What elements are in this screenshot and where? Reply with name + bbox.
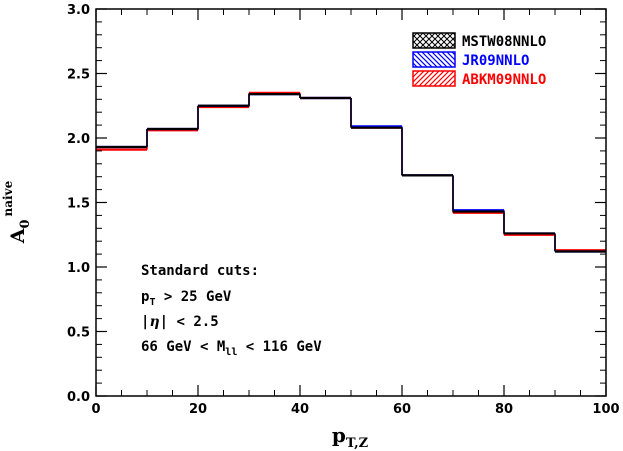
- legend-item-abkm09nnlo: ABKM09NNLO: [412, 70, 546, 88]
- y-axis-title-sub: 0: [18, 219, 33, 228]
- legend-label: MSTW08NNLO: [462, 34, 546, 50]
- series-layer: [96, 91, 606, 253]
- legend-label: JR09NNLO: [462, 53, 529, 69]
- y-tick-label: 3.0: [67, 3, 90, 18]
- legend: MSTW08NNLO JR09NNLO ABKM09NNLO: [412, 32, 546, 88]
- cuts-title: Standard cuts:: [141, 263, 259, 279]
- legend-swatch: [412, 70, 456, 87]
- x-tick-label: 80: [495, 402, 513, 417]
- y-tick-label: 0.0: [67, 390, 90, 405]
- y-tick-label: 1.0: [67, 261, 90, 276]
- x-axis-title-sub: T,Z: [346, 436, 369, 451]
- ticks-layer: 0 20 40 60 80 100 0.0 0.5 1.0 1.5 2.0 2.5 3.0: [67, 3, 620, 417]
- legend-item-mstw08nnlo: MSTW08NNLO: [412, 32, 546, 50]
- series-mstw08nnlo: [96, 93, 606, 253]
- svg-text:A0naive: A0naive: [1, 180, 33, 244]
- legend-label: ABKM09NNLO: [462, 72, 546, 88]
- x-tick-label: 0: [91, 402, 100, 417]
- y-tick-label: 1.5: [67, 197, 90, 212]
- y-tick-label: 0.5: [67, 326, 90, 341]
- legend-item-jr09nnlo: JR09NNLO: [412, 51, 529, 69]
- cuts-mass: 66 GeV < Mll < 116 GeV: [141, 339, 322, 358]
- cuts-annotation: Standard cuts: pT > 25 GeV |η| < 2.5 66 …: [141, 263, 322, 358]
- cuts-pt: pT > 25 GeV: [141, 289, 232, 308]
- x-tick-label: 40: [291, 402, 309, 417]
- plot-frame: [95, 8, 607, 397]
- y-axis-title-sup: naive: [1, 180, 15, 216]
- x-tick-label: 60: [393, 402, 411, 417]
- y-tick-label: 2.5: [67, 68, 90, 83]
- y-axis-title: A0naive: [1, 180, 33, 244]
- cuts-eta: |η| < 2.5: [141, 314, 219, 330]
- x-tick-label: 100: [592, 402, 619, 417]
- legend-swatch: [412, 32, 456, 49]
- x-axis-title: pT,Z: [332, 423, 369, 451]
- x-tick-label: 20: [189, 402, 207, 417]
- y-tick-label: 2.0: [67, 132, 90, 147]
- legend-swatch: [412, 51, 456, 68]
